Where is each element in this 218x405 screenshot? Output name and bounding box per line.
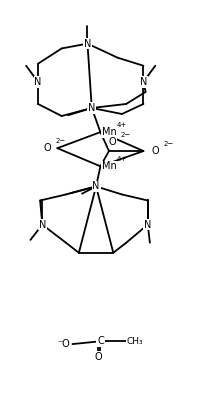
Text: 2−: 2−	[120, 132, 131, 138]
Text: O: O	[108, 137, 116, 147]
Text: C: C	[97, 336, 104, 346]
Text: 4+: 4+	[117, 122, 128, 128]
Text: CH₃: CH₃	[126, 337, 143, 346]
Text: 4+: 4+	[117, 156, 128, 162]
Text: N: N	[88, 103, 95, 113]
Text: N: N	[140, 77, 147, 87]
Text: Mn: Mn	[102, 127, 116, 137]
Text: N: N	[144, 220, 152, 230]
Text: O: O	[94, 352, 102, 362]
Text: N: N	[39, 220, 46, 230]
Text: 2−: 2−	[164, 141, 174, 147]
Text: O: O	[152, 146, 159, 156]
Text: N: N	[34, 77, 42, 87]
Text: N: N	[84, 38, 91, 49]
Text: ⁻O: ⁻O	[57, 339, 70, 349]
Text: Mn: Mn	[102, 161, 116, 171]
Text: 2−: 2−	[56, 138, 66, 144]
Text: O: O	[44, 143, 51, 153]
Text: N: N	[92, 181, 100, 192]
